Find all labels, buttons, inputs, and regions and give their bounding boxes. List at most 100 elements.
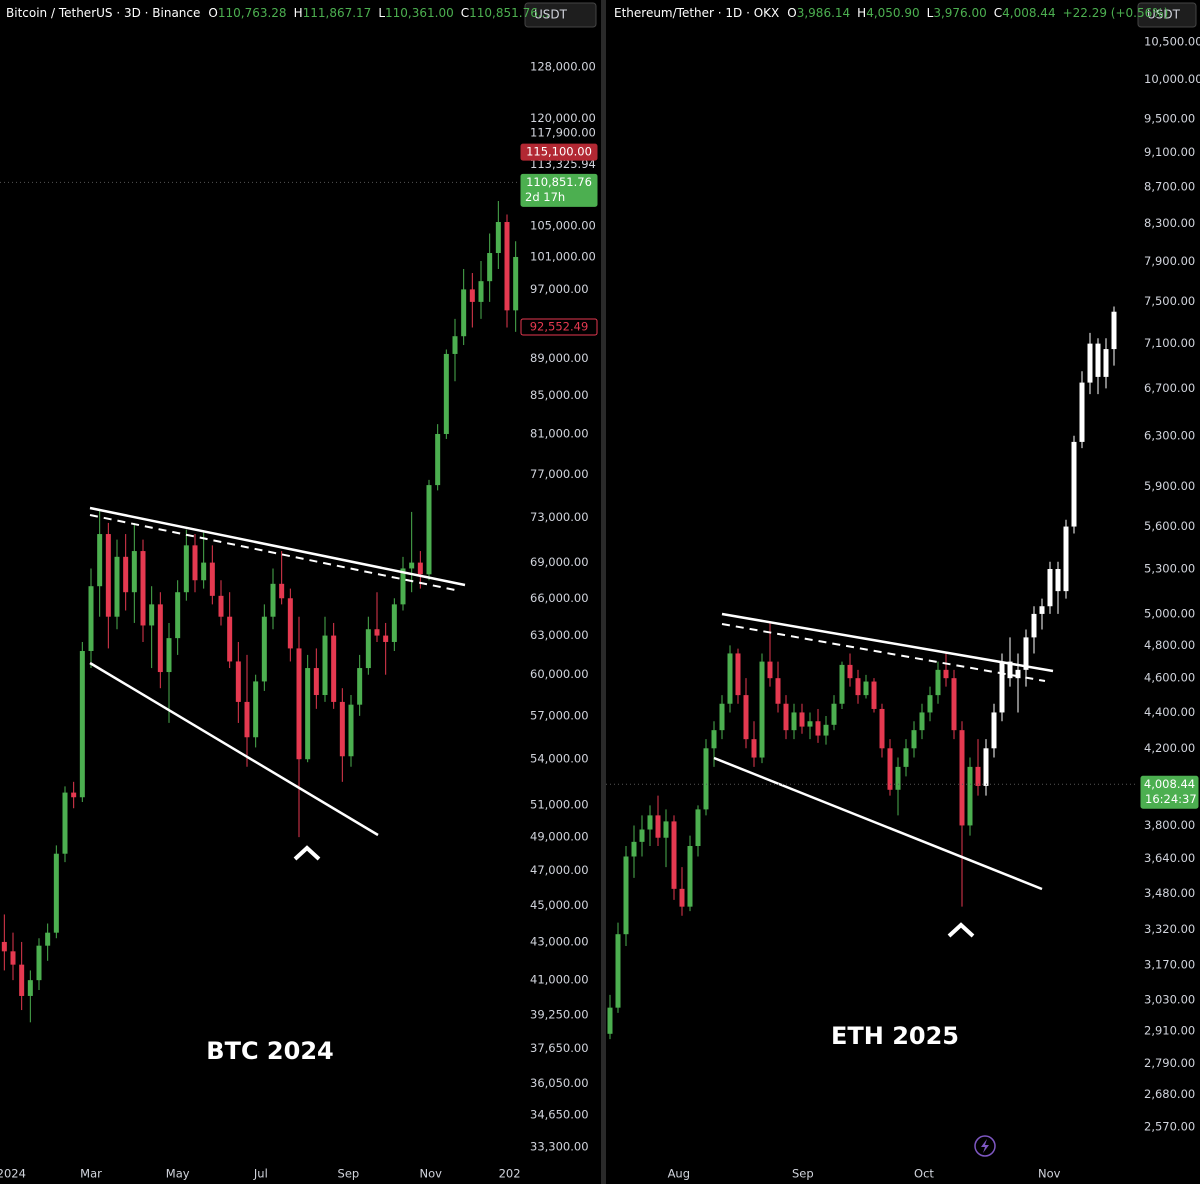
candle-body <box>767 661 773 679</box>
y-tick-label: 57,000.00 <box>530 708 589 722</box>
ohlc-value: 111,867.17 <box>302 6 372 20</box>
y-tick-label: 3,640.00 <box>1144 851 1195 865</box>
y-tick-label: 47,000.00 <box>530 863 589 877</box>
candle-body <box>331 635 337 702</box>
y-tick-label: 63,000.00 <box>530 628 589 642</box>
y-tick-label: 66,000.00 <box>530 591 589 605</box>
y-tick-label: 36,050.00 <box>530 1076 589 1090</box>
candle-body <box>79 651 85 798</box>
drawings <box>89 506 1054 1157</box>
ohlc-key: O <box>208 6 218 20</box>
y-tick-label: 10,000.00 <box>1144 72 1200 86</box>
annotation: ETH 2025 <box>831 1022 959 1050</box>
candle-body <box>1 941 7 952</box>
y-tick-label: 10,500.00 <box>1144 35 1200 49</box>
trendline <box>89 661 379 837</box>
candle-body <box>374 629 380 636</box>
candle-body <box>735 653 741 696</box>
y-tick-label: 3,320.00 <box>1144 922 1195 936</box>
caret <box>947 922 975 938</box>
x-tick-label: 202 <box>499 1167 521 1181</box>
price-tag-label: 4,008.44 <box>1144 777 1195 791</box>
x-tick-label: May <box>166 1167 190 1181</box>
candle-body <box>313 668 319 696</box>
y-tick-label: 2,570.00 <box>1144 1119 1195 1133</box>
ohlc-key: C <box>993 6 1003 20</box>
price-tag <box>520 318 598 336</box>
candle-body <box>348 704 354 757</box>
candle-body <box>140 551 146 626</box>
candle-body <box>409 562 415 569</box>
ohlc-key: H <box>857 6 867 20</box>
y-tick-label: 120,000.00 <box>530 111 596 125</box>
x-tick-label: Sep <box>338 1167 360 1181</box>
candle-body <box>19 964 25 996</box>
candle-body <box>663 821 669 838</box>
candle-body <box>903 748 909 767</box>
y-tick-label: 5,900.00 <box>1144 479 1195 493</box>
candle-body <box>719 703 725 731</box>
candle-body <box>623 856 629 935</box>
ohlc-key: L <box>378 6 386 20</box>
y-tick-label: 101,000.00 <box>530 249 596 263</box>
candle-body <box>951 678 957 731</box>
candle-body <box>27 980 33 996</box>
candle-body <box>305 668 311 760</box>
candle-body <box>1071 441 1077 527</box>
y-tick-label: 51,000.00 <box>530 798 589 812</box>
candle-body <box>959 730 965 826</box>
candle-body <box>975 766 981 786</box>
candle-body <box>383 635 389 642</box>
candle-body <box>823 724 829 736</box>
candle-body <box>1087 343 1093 383</box>
candle-body <box>1055 568 1061 592</box>
candle-body <box>727 653 733 704</box>
trendline <box>89 506 466 587</box>
trendline-dashed <box>89 514 461 592</box>
candle-body <box>123 556 129 593</box>
candle-body <box>991 712 997 749</box>
candle-body <box>1031 613 1037 638</box>
candle-body <box>911 730 917 749</box>
bolt-icon[interactable] <box>974 1135 996 1157</box>
ohlc-key: H <box>293 6 303 20</box>
candle-body <box>999 661 1005 713</box>
y-tick-label: 97,000.00 <box>530 282 589 296</box>
candle-body <box>253 681 259 738</box>
candle-body <box>799 712 805 727</box>
symbol-title: Bitcoin / TetherUS · 3D · Binance <box>6 6 201 20</box>
change: +22.29 (+0.56%) <box>1062 6 1169 20</box>
candle-body <box>45 932 51 946</box>
x-tick-label: Oct <box>914 1167 934 1181</box>
price-tag <box>1140 775 1199 809</box>
candle-body <box>279 583 285 599</box>
candle-body <box>487 253 493 282</box>
y-tick-label: 128,000.00 <box>530 59 596 73</box>
candle-body <box>703 748 709 810</box>
y-tick-label: 2,910.00 <box>1144 1024 1195 1038</box>
x-tick-label: Jul <box>253 1167 268 1181</box>
candle-body <box>513 256 519 311</box>
y-tick-label: 41,000.00 <box>530 973 589 987</box>
y-tick-label: 7,500.00 <box>1144 294 1195 308</box>
candle-body <box>639 829 645 842</box>
price-tag-label: 110,851.76 <box>526 175 592 189</box>
candle-body <box>919 712 925 731</box>
candle-body <box>192 545 198 581</box>
y-tick-label: 69,000.00 <box>530 555 589 569</box>
candle-body <box>943 669 949 679</box>
y-tick-label: 89,000.00 <box>530 351 589 365</box>
candle-body <box>365 629 371 669</box>
y-tick-label: 2,680.00 <box>1144 1087 1195 1101</box>
price-tag-sub: 2d 17h <box>525 190 565 204</box>
candle-body <box>1047 568 1053 607</box>
y-tick-label: 81,000.00 <box>530 426 589 440</box>
y-tick-label: 33,300.00 <box>530 1140 589 1154</box>
y-tick-label: 4,600.00 <box>1144 671 1195 685</box>
candle-body <box>495 222 501 254</box>
ohlc-value: 110,361.00 <box>385 6 454 20</box>
y-tick-label: 6,300.00 <box>1144 428 1195 442</box>
y-tick-label: 8,300.00 <box>1144 216 1195 230</box>
candle-body <box>1039 606 1045 614</box>
